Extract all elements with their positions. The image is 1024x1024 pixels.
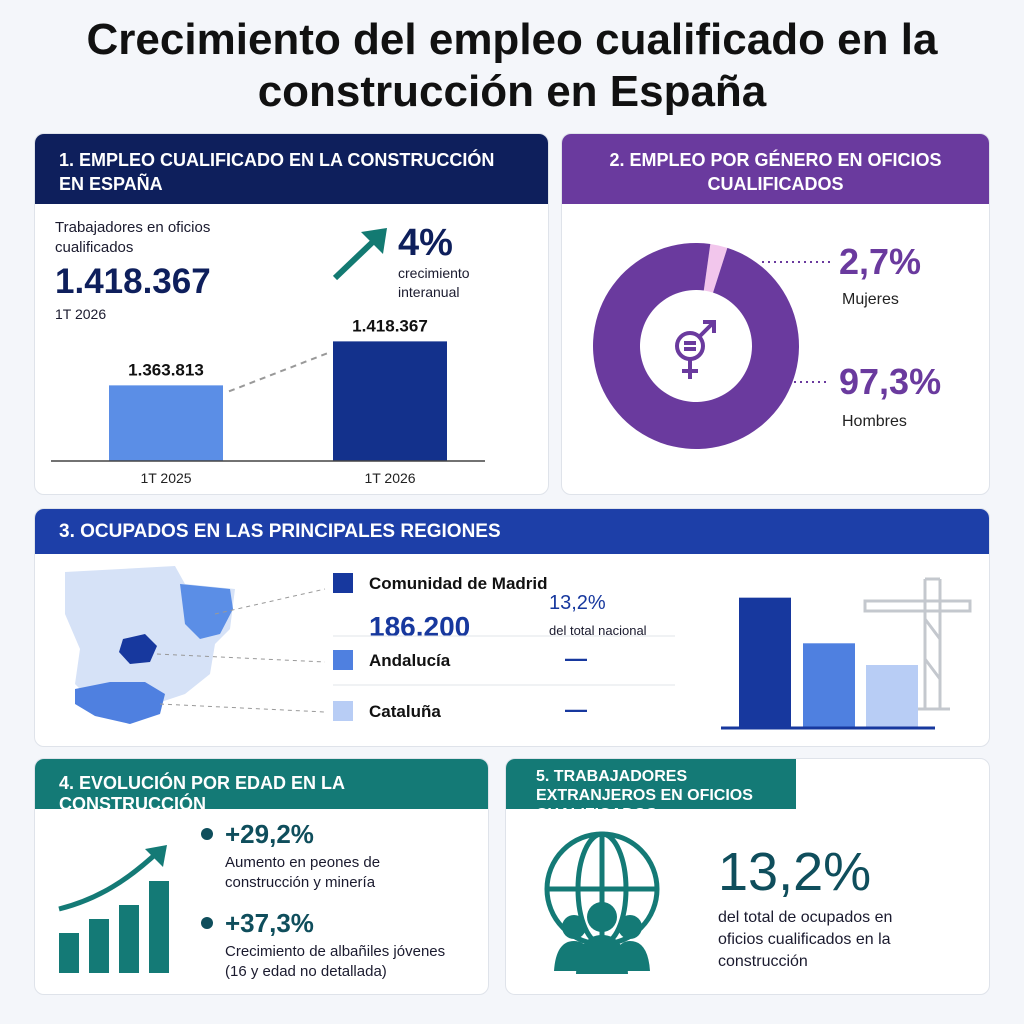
legend-swatch [333, 650, 353, 670]
bar-chart: 1.363.813 1T 2025 1.418.367 1T 2026 [51, 316, 485, 486]
bar [109, 385, 223, 461]
title: Crecimiento del empleo cualificado en la… [86, 15, 938, 116]
icon-arrow [58, 849, 161, 912]
bullet [201, 828, 213, 840]
panel-heading: 5. TRABAJADORES EXTRANJEROS EN OFICIOS C… [506, 759, 796, 823]
person-icon [587, 902, 617, 932]
leader-line [159, 703, 326, 713]
map-region [75, 682, 165, 724]
arrow-head [361, 228, 387, 254]
gender-icon [675, 320, 716, 379]
legend-swatch [333, 701, 353, 721]
donut-slice [592, 242, 799, 449]
connector [228, 352, 328, 393]
growth-arrow [332, 228, 387, 281]
icon-bar [89, 919, 109, 973]
donut-chart: 2,7% Mujeres 97,3% Hombres [592, 241, 941, 449]
bullet [201, 917, 213, 929]
icon-line [703, 320, 716, 333]
legend-label: Comunidad de Madrid [369, 574, 548, 593]
headline-value: 1.418.367 [55, 262, 211, 301]
icon-arrow-head [145, 845, 167, 867]
label: del total de ocupados en oficios cualifi… [718, 909, 893, 970]
map-region [119, 634, 157, 664]
item-label: Crecimiento de albañiles jóvenes (16 y e… [225, 943, 446, 980]
panel-heading: 3. OCUPADOS EN LAS PRINCIPALES REGIONES [35, 509, 989, 554]
legend-label: Andalucía [369, 651, 451, 670]
icon-bar [59, 933, 79, 973]
value-label: 97,3% [839, 361, 941, 402]
growth-label: crecimiento interanual [398, 265, 470, 300]
bar [333, 341, 447, 461]
value-label: 1.418.367 [352, 316, 428, 335]
panel: 4. EVOLUCIÓN POR EDAD EN LA CONSTRUCCIÓN… [34, 758, 489, 995]
x-tick-label: 1T 2026 [364, 470, 415, 486]
region-value: 186.200 [369, 611, 471, 642]
legend-label: Hombres [842, 413, 907, 430]
legend-swatch [333, 573, 353, 593]
globe-icon [544, 831, 660, 974]
x-tick-label: 1T 2025 [140, 470, 191, 486]
value-label: 1.363.813 [128, 360, 204, 379]
legend-label: Cataluña [369, 702, 441, 721]
leader-line [214, 588, 326, 615]
label: Trabajadores en oficios cualificados [55, 219, 211, 256]
headline-value: 13,2% [718, 842, 872, 902]
panel-heading: 4. EVOLUCIÓN POR EDAD EN LA CONSTRUCCIÓN [35, 759, 488, 814]
growth-value: 4% [398, 222, 453, 264]
people-icon [554, 935, 650, 974]
panel: 5. TRABAJADORES EXTRANJEROS EN OFICIOS C… [505, 758, 990, 995]
value-label: 2,7% [839, 241, 921, 282]
share-note: del total nacional [549, 623, 647, 638]
panel: 2. EMPLEO POR GÉNERO EN OFICIOS CUALIFIC… [561, 133, 990, 495]
growth-icon [58, 845, 169, 973]
panel-heading: 2. EMPLEO POR GÉNERO EN OFICIOS CUALIFIC… [562, 134, 989, 204]
bar [866, 665, 918, 728]
period: 1T 2026 [55, 306, 107, 322]
panel-heading: 1. EMPLEO CUALIFICADO EN LA CONSTRUCCIÓN… [35, 134, 548, 204]
crane [863, 577, 972, 711]
share: — [565, 646, 587, 671]
panel: 1. EMPLEO CUALIFICADO EN LA CONSTRUCCIÓN… [34, 133, 549, 495]
share: 13,2% [549, 592, 606, 614]
item-value: +37,3% [225, 908, 314, 938]
person-icon [618, 915, 642, 939]
item-value: +29,2% [225, 819, 314, 849]
item-label: Aumento en peones de construcción y mine… [225, 854, 381, 891]
bar [739, 597, 791, 728]
icon-line [697, 321, 715, 339]
panel: 3. OCUPADOS EN LAS PRINCIPALES REGIONES … [34, 508, 990, 747]
region-map [65, 566, 326, 724]
crane-icon [863, 577, 972, 711]
legend-label: Mujeres [842, 291, 899, 308]
person-icon [562, 915, 586, 939]
bar [803, 643, 855, 728]
map-region [180, 584, 233, 639]
icon-bar [149, 881, 169, 973]
share: — [565, 697, 587, 722]
icon-bar [119, 905, 139, 973]
donut-slice [703, 244, 728, 293]
arrow-line [332, 233, 382, 281]
